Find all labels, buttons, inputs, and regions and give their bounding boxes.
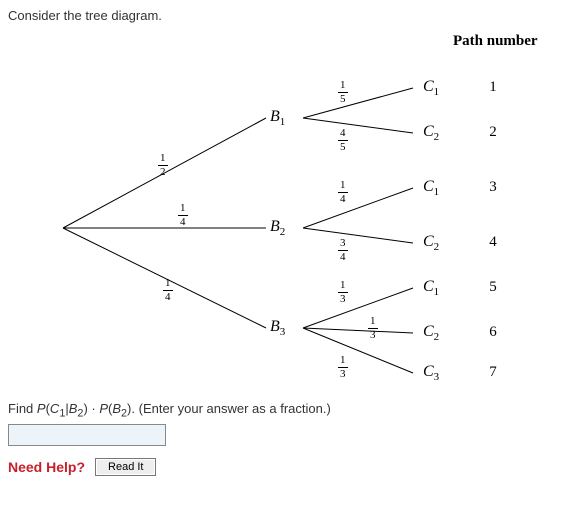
node-b2: B2 (270, 218, 285, 238)
prob-leaf-7: 13 (338, 355, 348, 380)
path-num-4: 4 (483, 234, 503, 251)
question-text: Find P(C1|B2) · P(B2). (Enter your answe… (8, 401, 570, 420)
path-num-2: 2 (483, 124, 503, 141)
tree-diagram: Path number B112B214B314C1115C2245C1314C… (8, 33, 568, 393)
prob-leaf-4: 34 (338, 238, 348, 263)
prob-leaf-2: 45 (338, 128, 348, 153)
node-b3: B3 (270, 318, 285, 338)
leaf-7: C3 (423, 363, 439, 383)
prob-leaf-6: 13 (368, 316, 378, 341)
path-num-1: 1 (483, 79, 503, 96)
prob-b1: 12 (158, 153, 168, 178)
node-b1: B1 (270, 108, 285, 128)
path-num-7: 7 (483, 364, 503, 381)
leaf-4: C2 (423, 233, 439, 253)
prob-leaf-5: 13 (338, 280, 348, 305)
path-num-6: 6 (483, 324, 503, 341)
path-num-3: 3 (483, 179, 503, 196)
prob-b3: 14 (163, 278, 173, 303)
read-it-button[interactable]: Read It (95, 458, 156, 476)
prob-b2: 14 (178, 203, 188, 228)
need-help-label: Need Help? (8, 459, 85, 475)
answer-input[interactable] (8, 424, 166, 446)
prompt-text: Consider the tree diagram. (8, 8, 570, 23)
leaf-3: C1 (423, 178, 439, 198)
prob-leaf-1: 15 (338, 80, 348, 105)
path-num-5: 5 (483, 279, 503, 296)
leaf-5: C1 (423, 278, 439, 298)
leaf-2: C2 (423, 123, 439, 143)
leaf-1: C1 (423, 78, 439, 98)
leaf-6: C2 (423, 323, 439, 343)
prob-leaf-3: 14 (338, 180, 348, 205)
